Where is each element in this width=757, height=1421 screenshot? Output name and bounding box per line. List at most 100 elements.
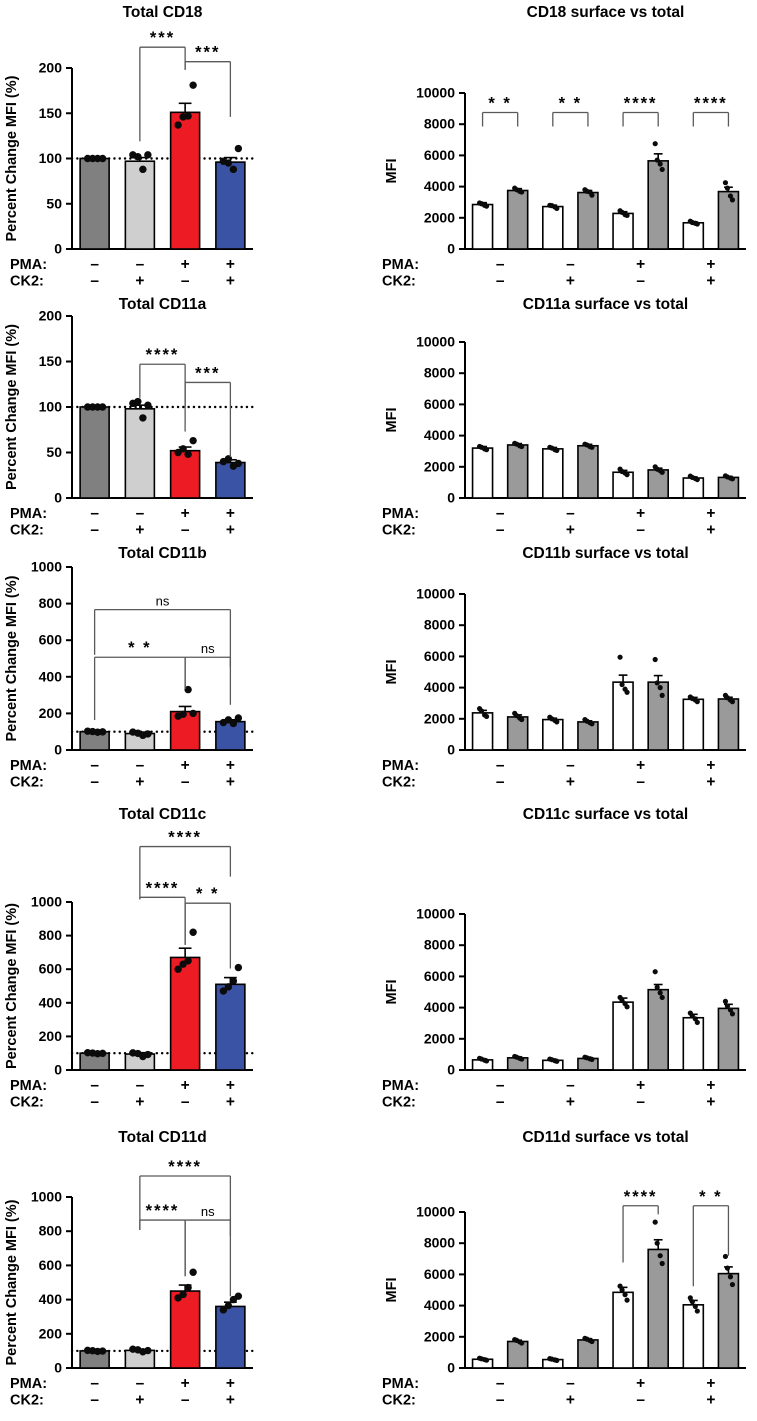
svg-text:8000: 8000 <box>424 1235 455 1251</box>
svg-text:Percent Change MFI (%): Percent Change MFI (%) <box>4 903 20 1069</box>
svg-text:–: – <box>181 1392 190 1409</box>
svg-text:***: *** <box>195 364 220 382</box>
svg-text:MFI: MFI <box>384 1278 400 1303</box>
svg-text:2000: 2000 <box>424 710 455 726</box>
svg-text:+: + <box>226 273 235 290</box>
svg-text:+: + <box>181 757 190 774</box>
svg-text:–: – <box>496 256 505 273</box>
svg-text:600: 600 <box>39 1257 63 1273</box>
svg-text:+: + <box>181 256 190 273</box>
svg-text:–: – <box>636 774 645 791</box>
svg-text:+: + <box>566 1094 575 1111</box>
svg-text:–: – <box>566 1077 575 1094</box>
svg-text:+: + <box>226 1094 235 1111</box>
svg-text:8000: 8000 <box>424 365 455 381</box>
svg-text:****: **** <box>624 95 658 113</box>
svg-text:–: – <box>566 256 575 273</box>
svg-text:–: – <box>496 1094 505 1111</box>
svg-text:PMA:: PMA: <box>382 1078 419 1094</box>
svg-text:10000: 10000 <box>416 586 455 602</box>
svg-text:+: + <box>706 774 715 791</box>
svg-text:+: + <box>706 757 715 774</box>
svg-text:800: 800 <box>39 927 63 943</box>
svg-text:+: + <box>706 273 715 290</box>
svg-text:CD11b surface vs total: CD11b surface vs total <box>522 545 688 562</box>
svg-text:–: – <box>181 522 190 539</box>
svg-text:2000: 2000 <box>424 458 455 474</box>
svg-text:PMA:: PMA: <box>10 758 47 774</box>
svg-text:****: **** <box>146 879 180 897</box>
svg-text:0: 0 <box>447 490 455 506</box>
svg-text:8000: 8000 <box>424 116 455 132</box>
svg-text:CK2:: CK2: <box>10 775 44 791</box>
svg-text:****: **** <box>694 95 728 113</box>
svg-text:1000: 1000 <box>31 894 62 910</box>
svg-text:4000: 4000 <box>424 427 455 443</box>
svg-text:+: + <box>706 1392 715 1409</box>
svg-text:2000: 2000 <box>424 1030 455 1046</box>
svg-text:MFI: MFI <box>384 980 400 1005</box>
svg-text:PMA:: PMA: <box>10 1376 47 1392</box>
svg-text:–: – <box>90 1375 99 1392</box>
svg-text:0: 0 <box>447 1360 455 1376</box>
svg-text:200: 200 <box>39 60 63 76</box>
svg-text:CK2:: CK2: <box>382 1393 416 1409</box>
svg-text:PMA:: PMA: <box>10 257 47 273</box>
svg-text:200: 200 <box>39 308 63 324</box>
svg-text:6000: 6000 <box>424 1266 455 1282</box>
svg-text:0: 0 <box>54 490 62 506</box>
svg-text:100: 100 <box>39 399 63 415</box>
svg-text:–: – <box>181 273 190 290</box>
svg-text:4000: 4000 <box>424 1297 455 1313</box>
svg-text:+: + <box>706 1094 715 1111</box>
svg-text:2000: 2000 <box>424 209 455 225</box>
svg-text:–: – <box>636 1094 645 1111</box>
svg-text:10000: 10000 <box>416 334 455 350</box>
svg-text:–: – <box>90 1077 99 1094</box>
svg-text:+: + <box>226 1375 235 1392</box>
svg-text:+: + <box>706 505 715 522</box>
svg-text:PMA:: PMA: <box>382 506 419 522</box>
svg-text:+: + <box>226 1077 235 1094</box>
svg-text:* *: * * <box>699 1188 722 1206</box>
svg-text:–: – <box>90 522 99 539</box>
svg-text:+: + <box>706 1077 715 1094</box>
svg-text:50: 50 <box>46 444 62 460</box>
svg-text:CK2:: CK2: <box>382 523 416 539</box>
svg-text:10000: 10000 <box>416 85 455 101</box>
svg-text:200: 200 <box>39 705 63 721</box>
svg-text:CK2:: CK2: <box>10 523 44 539</box>
svg-text:0: 0 <box>447 241 455 257</box>
svg-text:Total CD11b: Total CD11b <box>118 545 206 562</box>
svg-text:200: 200 <box>39 1028 63 1044</box>
svg-text:–: – <box>136 505 145 522</box>
svg-text:+: + <box>636 1077 645 1094</box>
svg-text:800: 800 <box>39 1223 63 1239</box>
svg-text:CD18 surface vs total: CD18 surface vs total <box>527 4 685 21</box>
svg-text:10000: 10000 <box>416 1204 455 1220</box>
svg-text:* *: * * <box>128 639 151 657</box>
svg-text:****: **** <box>624 1188 658 1206</box>
svg-text:600: 600 <box>39 632 63 648</box>
svg-text:MFI: MFI <box>384 408 400 433</box>
svg-text:***: *** <box>150 29 175 47</box>
svg-text:–: – <box>90 505 99 522</box>
svg-text:CK2:: CK2: <box>382 274 416 290</box>
svg-text:–: – <box>496 1077 505 1094</box>
svg-text:–: – <box>496 774 505 791</box>
svg-text:–: – <box>90 1392 99 1409</box>
svg-text:+: + <box>181 505 190 522</box>
svg-text:+: + <box>135 1094 144 1111</box>
svg-text:8000: 8000 <box>424 617 455 633</box>
svg-text:CD11c surface vs total: CD11c surface vs total <box>523 806 688 823</box>
svg-text:Total CD18: Total CD18 <box>123 4 203 21</box>
svg-text:2000: 2000 <box>424 1328 455 1344</box>
svg-text:–: – <box>136 256 145 273</box>
svg-text:+: + <box>566 774 575 791</box>
svg-text:ns: ns <box>201 1204 215 1219</box>
svg-text:–: – <box>636 522 645 539</box>
svg-text:+: + <box>706 522 715 539</box>
svg-text:+: + <box>636 256 645 273</box>
svg-text:–: – <box>496 522 505 539</box>
svg-text:+: + <box>706 256 715 273</box>
